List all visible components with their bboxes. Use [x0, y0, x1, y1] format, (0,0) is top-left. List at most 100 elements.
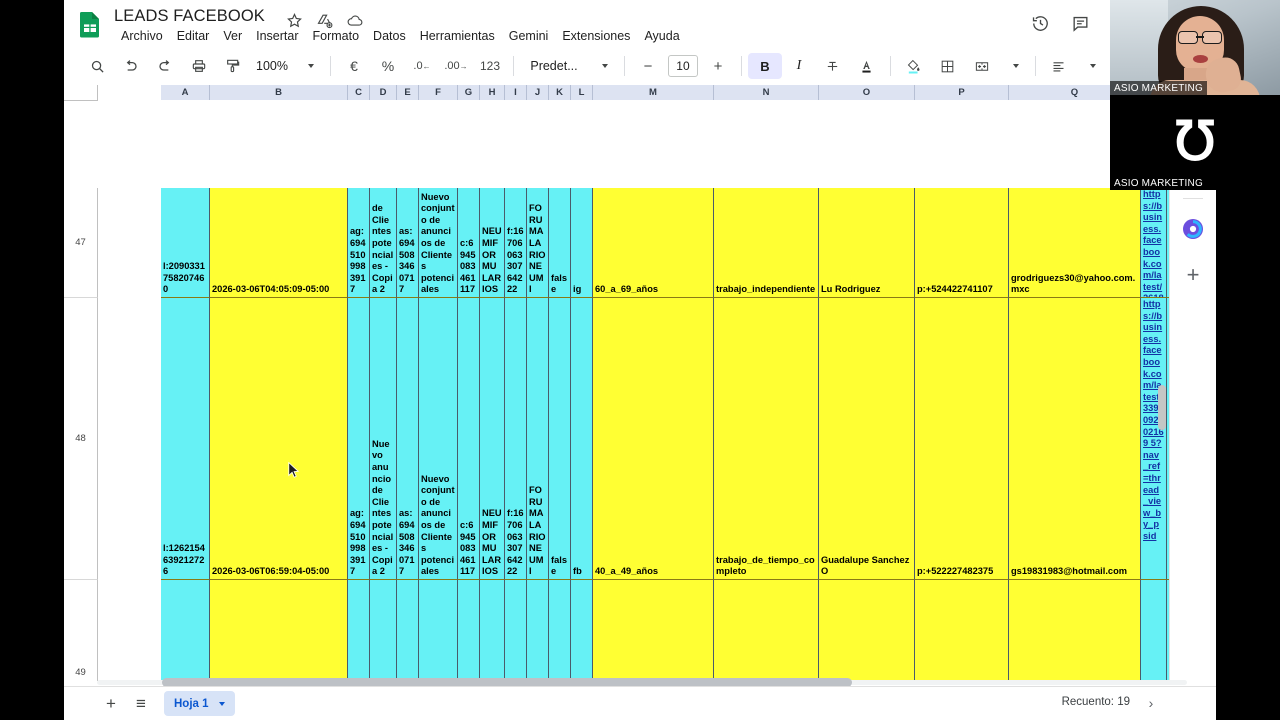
zoom-caret-icon[interactable]	[294, 53, 324, 79]
cell-R49[interactable]	[1141, 580, 1167, 681]
cell-link[interactable]: https://business.facebook.com/latest/261…	[1143, 189, 1164, 297]
menu-editar[interactable]: Editar	[176, 29, 210, 43]
cell-C49[interactable]	[348, 580, 370, 681]
cell-L49[interactable]	[571, 580, 593, 681]
comment-icon[interactable]	[1066, 8, 1096, 38]
cell-F48[interactable]: Nuevo conjunto de anuncios de Clientes p…	[419, 298, 458, 580]
cell-P47[interactable]: p:+524422741107	[915, 188, 1009, 298]
google-sheets-logo[interactable]	[77, 11, 103, 38]
fill-color-icon[interactable]	[897, 53, 931, 79]
row-header-49[interactable]: 49	[64, 580, 98, 681]
column-header-B[interactable]: B	[210, 85, 348, 100]
row-header-47[interactable]: 47	[64, 188, 98, 298]
column-header-I[interactable]: I	[505, 85, 527, 100]
cell-N47[interactable]: trabajo_independiente	[714, 188, 819, 298]
star-icon[interactable]	[286, 12, 303, 29]
column-header-O[interactable]: O	[819, 85, 915, 100]
column-header-C[interactable]: C	[348, 85, 370, 100]
cell-D47[interactable]: de Clientes potenciales - Copia 2	[370, 188, 397, 298]
cell-G47[interactable]: c:6945083461117	[458, 188, 480, 298]
merge-caret-icon[interactable]	[999, 53, 1029, 79]
bold-icon[interactable]: B	[747, 53, 782, 79]
font-size-input[interactable]: 10	[665, 53, 701, 79]
menu-ver[interactable]: Ver	[223, 29, 243, 43]
halign-caret-icon[interactable]	[1076, 53, 1106, 79]
cell-Q49[interactable]	[1009, 580, 1141, 681]
chevron-right-icon[interactable]: ›	[1148, 695, 1154, 711]
menu-herramientas[interactable]: Herramientas	[419, 29, 495, 43]
column-header-E[interactable]: E	[397, 85, 419, 100]
column-header-K[interactable]: K	[549, 85, 571, 100]
paint-format-icon[interactable]	[216, 53, 250, 79]
document-title[interactable]: LEADS FACEBOOK	[114, 7, 265, 25]
cell-P48[interactable]: p:+522227482375	[915, 298, 1009, 580]
cell-L47[interactable]: ig	[571, 188, 593, 298]
cell-P49[interactable]	[915, 580, 1009, 681]
column-header-H[interactable]: H	[480, 85, 505, 100]
cell-F47[interactable]: Nuevo conjunto de anuncios de Clientes p…	[419, 188, 458, 298]
menu-formato[interactable]: Formato	[312, 29, 360, 43]
cell-B49[interactable]	[210, 580, 348, 681]
cell-M48[interactable]: 40_a_49_años	[593, 298, 714, 580]
undo-icon[interactable]	[114, 53, 148, 79]
cloud-saved-icon[interactable]	[346, 12, 363, 29]
cell-G48[interactable]: c:6945083461117	[458, 298, 480, 580]
select-all-corner[interactable]	[64, 85, 98, 101]
cell-A48[interactable]: l:1262154639212726	[161, 298, 210, 580]
column-header-M[interactable]: M	[593, 85, 714, 100]
cell-N49[interactable]	[714, 580, 819, 681]
cell-link[interactable]: https://business.facebook.com/latest/339…	[1143, 299, 1164, 541]
menu-extensiones[interactable]: Extensiones	[562, 29, 631, 43]
add-sheet-icon[interactable]: +	[106, 694, 116, 713]
cell-J48[interactable]: FORUMALARIONEUMI	[527, 298, 549, 580]
cell-A47[interactable]: l:2090331758207460	[161, 188, 210, 298]
cell-B47[interactable]: 2026-03-06T04:05:09-05:00	[210, 188, 348, 298]
cell-H48[interactable]: NEUMIFORMULARIOS	[480, 298, 505, 580]
cell-I48[interactable]: f:1670606330764222	[505, 298, 527, 580]
cell-K49[interactable]	[549, 580, 571, 681]
more-formats-button[interactable]: 123	[479, 59, 500, 73]
borders-icon[interactable]	[931, 53, 965, 79]
search-icon[interactable]	[80, 53, 114, 79]
cell-Q47[interactable]: grodriguezs30@yahoo.com.mxc	[1009, 188, 1141, 298]
cell-Q48[interactable]: gs19831983@hotmail.com	[1009, 298, 1141, 580]
cell-D49[interactable]: Nuevo anuncio de Clientes	[370, 580, 397, 681]
column-header-F[interactable]: F	[419, 85, 458, 100]
horizontal-scrollbar[interactable]	[97, 678, 1187, 687]
horizontal-align-icon[interactable]	[1042, 53, 1076, 79]
cell-G49[interactable]	[458, 580, 480, 681]
webcam-video-overlay[interactable]: ASIO MARKETING	[1110, 0, 1280, 95]
cell-H47[interactable]: NEUMIFORMULARIOS	[480, 188, 505, 298]
cell-M49[interactable]	[593, 580, 714, 681]
decrease-decimal-icon[interactable]: .0 ←	[413, 60, 431, 72]
cell-L48[interactable]: fb	[571, 298, 593, 580]
cell-R47[interactable]: https://business.facebook.com/latest/261…	[1141, 188, 1167, 298]
strikethrough-icon[interactable]	[816, 53, 850, 79]
column-header-L[interactable]: L	[571, 85, 593, 100]
all-sheets-icon[interactable]: ≡	[136, 694, 146, 713]
vertical-scrollbar-thumb[interactable]	[1158, 385, 1166, 430]
cell-J49[interactable]: FORU	[527, 580, 549, 681]
hscroll-thumb[interactable]	[162, 678, 852, 687]
print-icon[interactable]	[182, 53, 216, 79]
cell-C47[interactable]: ag:6945109983917	[348, 188, 370, 298]
column-header-P[interactable]: P	[915, 85, 1009, 100]
cell-O49[interactable]	[819, 580, 915, 681]
cell-B48[interactable]: 2026-03-06T06:59:04-05:00	[210, 298, 348, 580]
sheet-tab-hoja-1[interactable]: Hoja 1	[164, 691, 235, 716]
cell-I49[interactable]: f:1670	[505, 580, 527, 681]
row-header-48[interactable]: 48	[64, 298, 98, 580]
italic-icon[interactable]: I	[796, 58, 802, 73]
cell-F49[interactable]: Nuevo conjunto	[419, 580, 458, 681]
cell-D48[interactable]: Nuevo anuncio de Clientes potenciales - …	[370, 298, 397, 580]
version-history-icon[interactable]	[1026, 8, 1056, 38]
font-family-selector[interactable]: Predet...	[530, 59, 578, 73]
merge-cells-icon[interactable]	[965, 53, 999, 79]
cell-M47[interactable]: 60_a_69_años	[593, 188, 714, 298]
decrease-font-size-button[interactable]: −	[643, 57, 653, 75]
menu-datos[interactable]: Datos	[373, 29, 406, 43]
add-ons-plus-icon[interactable]: +	[1186, 262, 1200, 287]
cell-O48[interactable]: Guadalupe Sanchez O	[819, 298, 915, 580]
cell-H49[interactable]	[480, 580, 505, 681]
